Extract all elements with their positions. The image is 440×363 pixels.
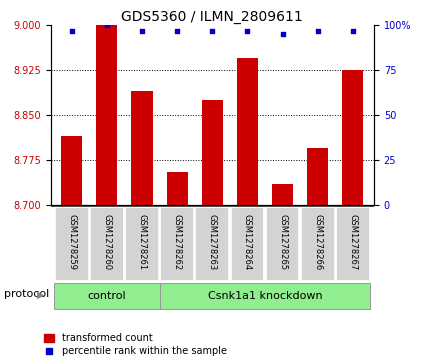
Bar <box>132 91 153 205</box>
Title: GDS5360 / ILMN_2809611: GDS5360 / ILMN_2809611 <box>121 11 303 24</box>
Text: control: control <box>88 291 126 301</box>
Point <box>209 28 216 34</box>
Bar <box>342 70 363 205</box>
FancyBboxPatch shape <box>54 284 160 309</box>
Text: protocol: protocol <box>4 289 50 299</box>
FancyBboxPatch shape <box>160 207 194 281</box>
Text: GSM1278263: GSM1278263 <box>208 213 217 270</box>
Bar <box>202 100 223 205</box>
FancyBboxPatch shape <box>55 207 88 281</box>
FancyBboxPatch shape <box>336 207 370 281</box>
Text: GSM1278259: GSM1278259 <box>67 214 76 270</box>
FancyBboxPatch shape <box>301 207 335 281</box>
FancyBboxPatch shape <box>266 207 300 281</box>
FancyBboxPatch shape <box>90 207 124 281</box>
Text: GSM1278262: GSM1278262 <box>172 213 182 270</box>
Bar <box>61 136 82 205</box>
FancyBboxPatch shape <box>195 207 229 281</box>
Point <box>174 28 181 34</box>
Text: GSM1278264: GSM1278264 <box>243 213 252 270</box>
Text: GSM1278265: GSM1278265 <box>278 213 287 270</box>
Text: ▶: ▶ <box>37 289 45 299</box>
Legend: transformed count, percentile rank within the sample: transformed count, percentile rank withi… <box>44 333 227 356</box>
Point <box>68 28 75 34</box>
Bar <box>167 172 188 205</box>
Text: GSM1278266: GSM1278266 <box>313 213 322 270</box>
Point <box>349 28 356 34</box>
Bar <box>96 25 117 205</box>
Text: GSM1278260: GSM1278260 <box>103 213 111 270</box>
Point <box>279 32 286 37</box>
Point <box>139 28 146 34</box>
Text: GSM1278261: GSM1278261 <box>137 213 147 270</box>
FancyBboxPatch shape <box>160 284 370 309</box>
FancyBboxPatch shape <box>125 207 159 281</box>
Bar <box>272 184 293 205</box>
Point <box>244 28 251 34</box>
Point <box>103 23 110 28</box>
Bar <box>307 148 328 205</box>
Point <box>314 28 321 34</box>
Text: Csnk1a1 knockdown: Csnk1a1 knockdown <box>208 291 323 301</box>
Text: GSM1278267: GSM1278267 <box>348 213 357 270</box>
FancyBboxPatch shape <box>231 207 264 281</box>
Bar <box>237 58 258 205</box>
